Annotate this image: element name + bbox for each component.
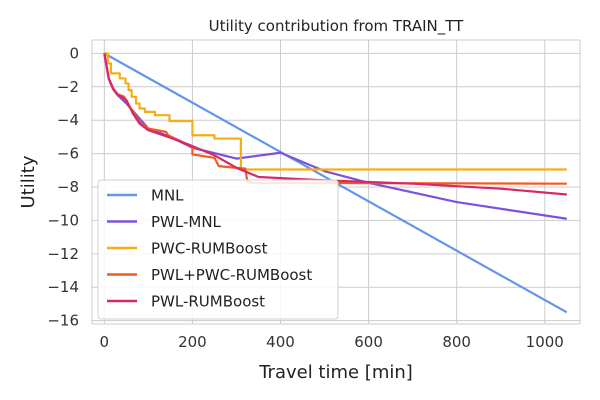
y-tick-label: −12 [47, 245, 79, 263]
y-tick-label: −4 [57, 111, 79, 129]
plot-frame [91, 39, 581, 325]
y-tick-label: −16 [47, 312, 79, 330]
legend-label-pwl-mnl: PWL-MNL [151, 213, 222, 231]
y-tick-label: 0 [69, 44, 79, 62]
x-tick-label: 200 [178, 333, 207, 351]
y-tick-label: −14 [47, 278, 79, 296]
x-tick-label: 600 [354, 333, 383, 351]
x-tick-label: 0 [100, 333, 110, 351]
x-axis-label: Travel time [min] [258, 362, 413, 383]
chart-title: Utility contribution from TRAIN_TT [209, 17, 465, 36]
legend-label-pwl-pwc-rumboost: PWL+PWC-RUMBoost [151, 266, 312, 284]
y-tick-label: −6 [57, 145, 79, 163]
legend-label-mnl: MNL [151, 187, 184, 205]
tick-labels: 0 200 400 600 800 1000 0 −2 −4 −6 −8 −10 −12 −14 −16 [47, 44, 564, 351]
legend-label-pwl-rumboost: PWL-RUMBoost [151, 293, 265, 311]
y-tick-label: −10 [47, 211, 79, 229]
legend-box [97, 179, 339, 320]
y-tick-label: −2 [57, 78, 79, 96]
series-line-pwl-rumboost [103, 53, 567, 196]
series-line-pwc-rumboost [104, 52, 567, 171]
legend: MNL PWL-MNL PWC-RUMBoost PWL+PWC-RUMBoost PW… [97, 179, 339, 320]
x-tick-label: 400 [266, 333, 295, 351]
x-tick-label: 800 [442, 333, 471, 351]
y-tick-label: −8 [57, 178, 79, 196]
y-axis-label: Utility [18, 155, 39, 208]
x-tick-label: 1000 [526, 333, 564, 351]
legend-label-pwc-rumboost: PWC-RUMBoost [151, 240, 268, 258]
series-line-pwl-pwc-rumboost [103, 53, 567, 185]
